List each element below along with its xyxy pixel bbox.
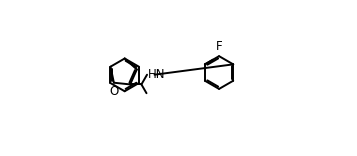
Text: HN: HN: [148, 68, 165, 81]
Text: O: O: [109, 85, 119, 98]
Text: F: F: [216, 40, 222, 53]
